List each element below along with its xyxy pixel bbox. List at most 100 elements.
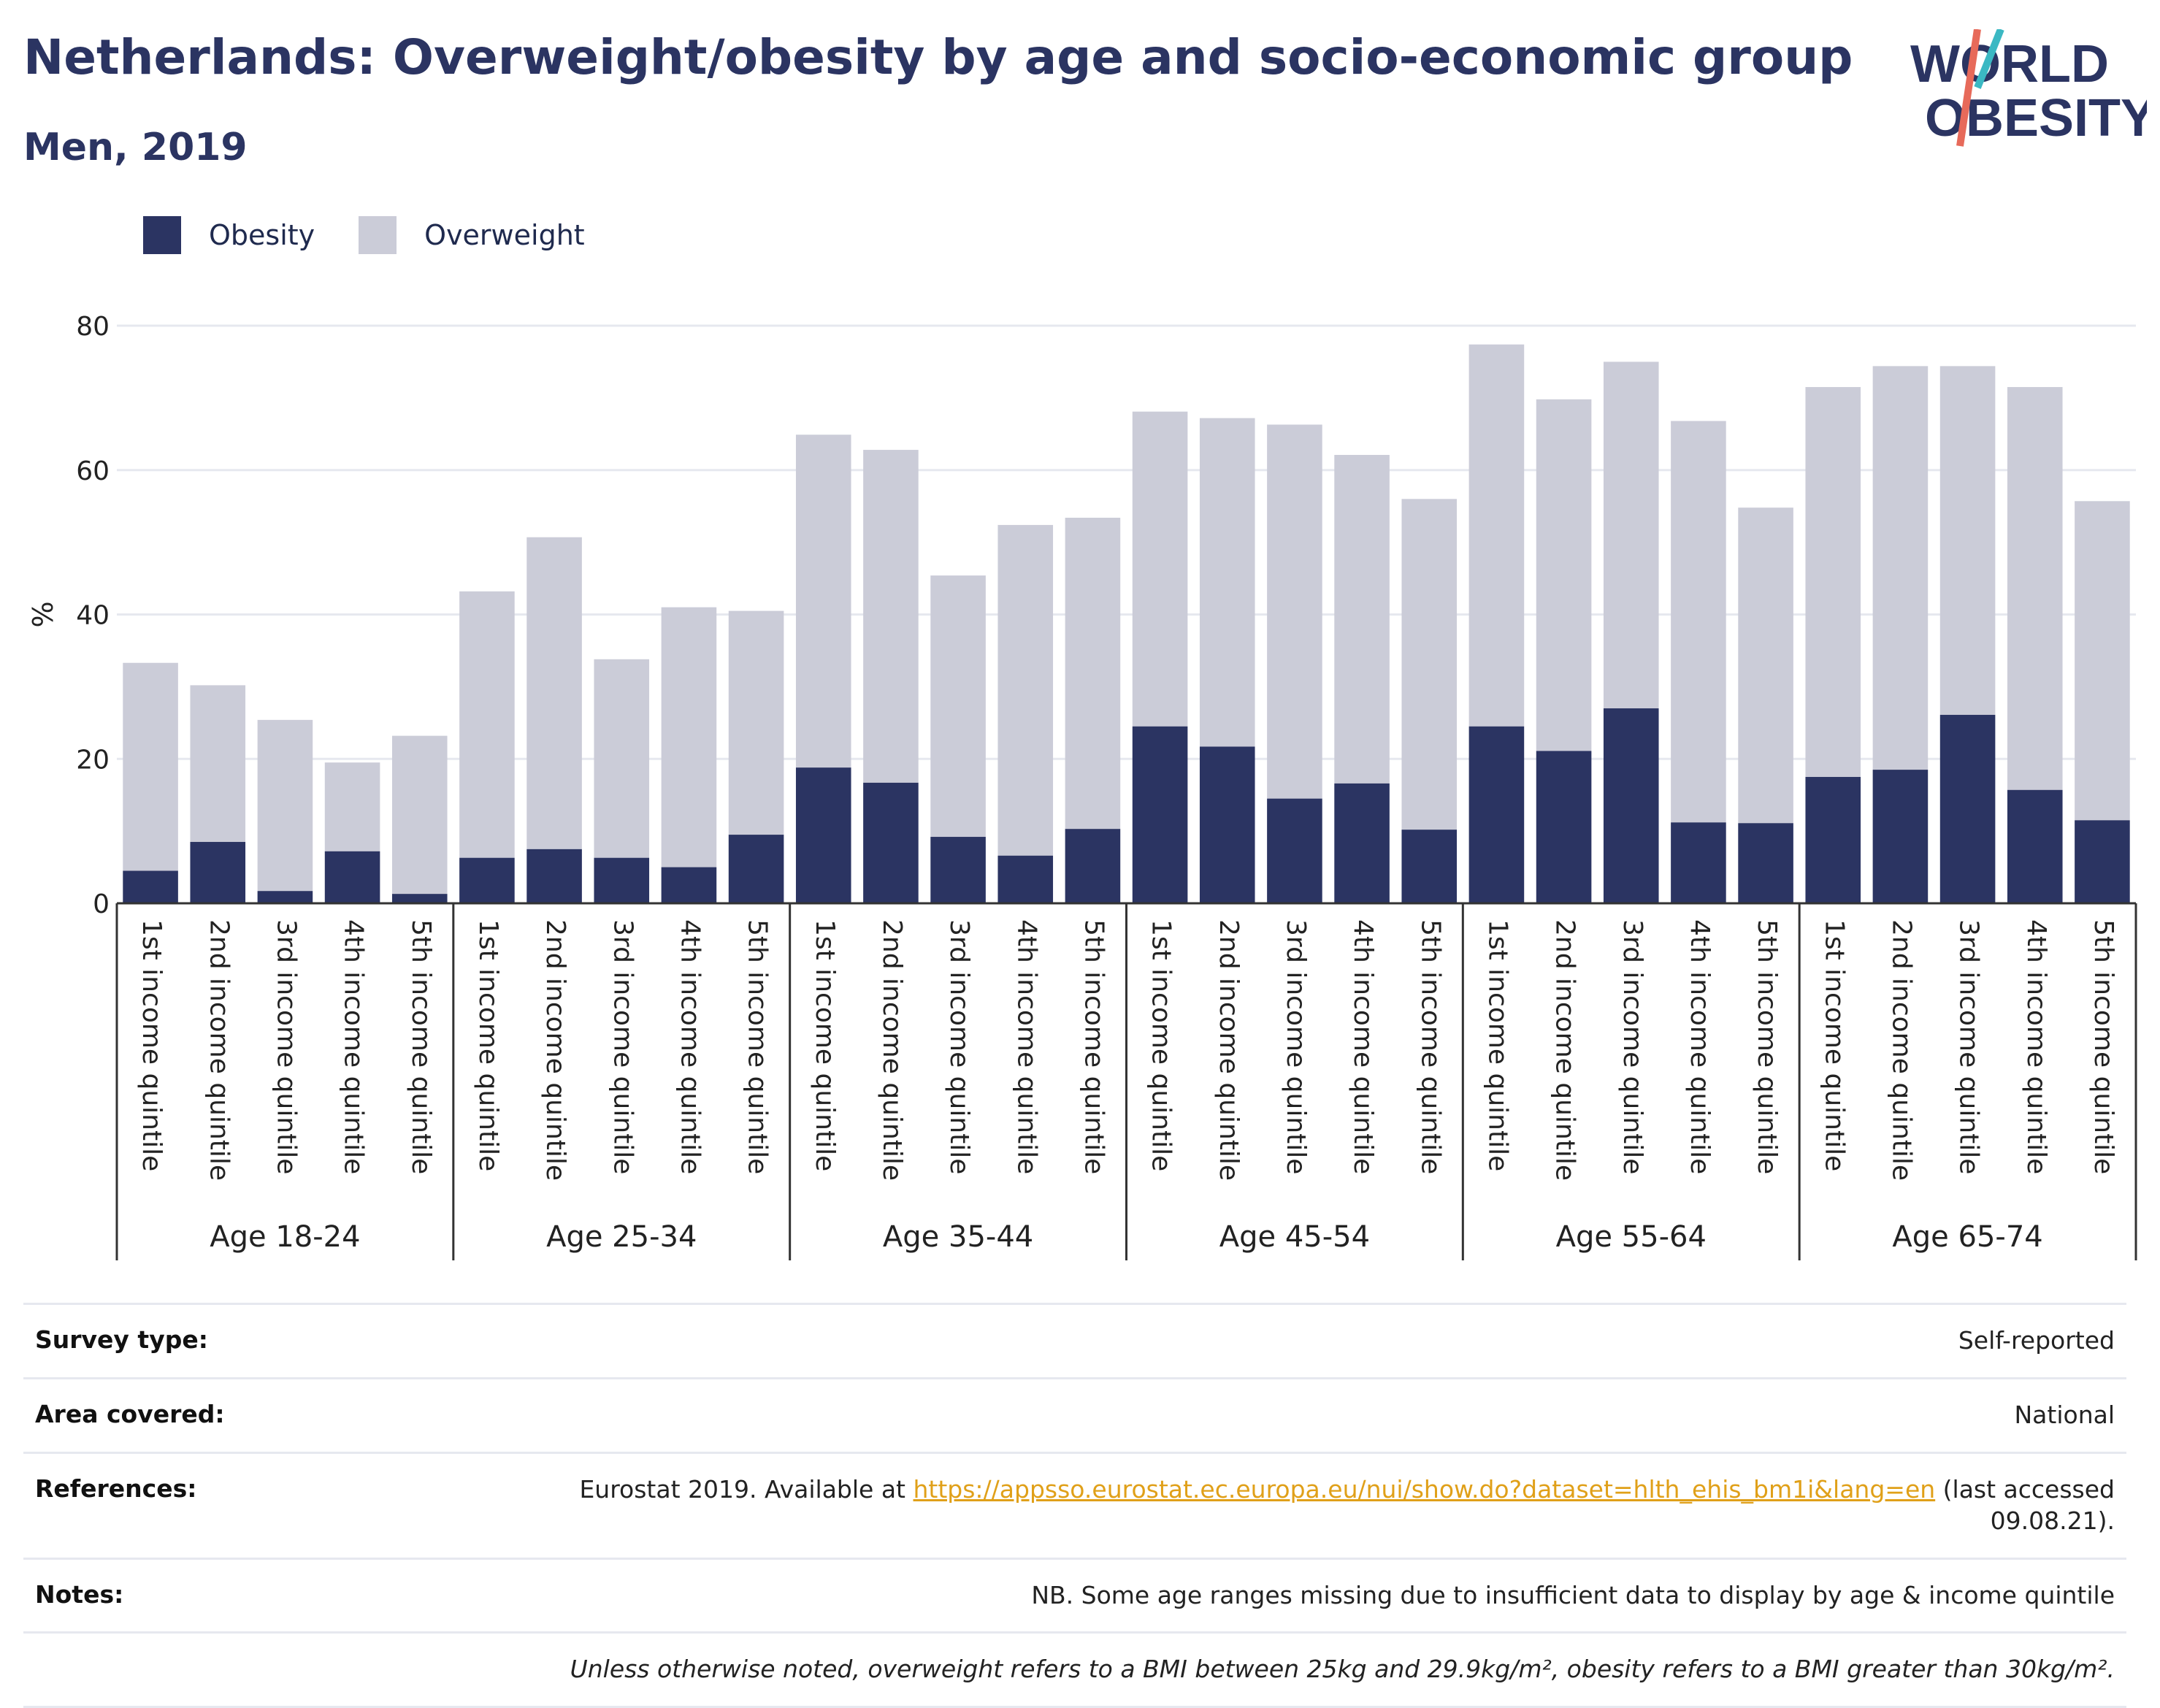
- x-tick-label: 5th income quintile: [1415, 919, 1445, 1174]
- bar-obesity: [324, 851, 380, 903]
- y-tick-label: 80: [76, 312, 110, 342]
- x-tick-label: 2nd income quintile: [1550, 919, 1580, 1181]
- world-obesity-logo: WORLD OBESITY: [1910, 29, 2147, 148]
- bar-obesity: [459, 857, 515, 903]
- x-tick-label: 4th income quintile: [1348, 919, 1378, 1174]
- stacked-bar-chart: 0 20 40 60 80% 1st income quintile 2nd income …: [27, 312, 2137, 1260]
- x-tick-label: 3rd income quintile: [944, 919, 974, 1174]
- y-tick-label: 40: [76, 601, 110, 631]
- info-row-notes: Notes: NB. Some age ranges missing due t…: [23, 1557, 2126, 1632]
- bar-overweight: [190, 685, 246, 842]
- bar-obesity: [190, 841, 246, 903]
- x-tick-label: 3rd income quintile: [1954, 919, 1984, 1174]
- x-tick-label: 1st income quintile: [1482, 919, 1512, 1171]
- area-value: National: [2014, 1400, 2115, 1429]
- bar-obesity: [2075, 820, 2130, 903]
- bar-obesity: [1536, 751, 1592, 903]
- x-tick-label: 4th income quintile: [1685, 919, 1715, 1174]
- bar-obesity: [1872, 770, 1929, 903]
- group-label: Age 25-34: [546, 1220, 697, 1254]
- bar-overweight: [997, 524, 1054, 856]
- x-tick-label: 2nd income quintile: [540, 919, 570, 1181]
- bar-obesity: [1334, 783, 1390, 903]
- bar-obesity: [728, 835, 784, 903]
- logo-slash-teal: [1974, 29, 2004, 89]
- group-label: Age 55-64: [1556, 1220, 1707, 1254]
- x-tick-label: 5th income quintile: [743, 919, 773, 1174]
- bar-overweight: [1132, 411, 1188, 727]
- x-tick-label: 4th income quintile: [339, 919, 369, 1174]
- x-tick-label: 4th income quintile: [675, 919, 705, 1174]
- legend-item-obesity[interactable]: Obesity: [143, 216, 315, 254]
- bar-overweight: [1468, 344, 1525, 727]
- logo-line1: WORLD: [1910, 35, 2109, 93]
- bar-overweight: [1065, 518, 1121, 830]
- x-tick-label: 1st income quintile: [473, 919, 503, 1171]
- bar-obesity: [1401, 830, 1458, 903]
- x-tick-label: 2nd income quintile: [877, 919, 907, 1181]
- bar-overweight: [1603, 361, 1659, 709]
- info-row-references: References: Eurostat 2019. Available at …: [23, 1451, 2126, 1558]
- notes-value: NB. Some age ranges missing due to insuf…: [1031, 1580, 2115, 1609]
- bar-obesity: [1132, 726, 1188, 903]
- bar-obesity: [1199, 746, 1255, 903]
- bar-overweight: [459, 591, 515, 858]
- bar-obesity: [123, 870, 178, 903]
- bar-overweight: [257, 719, 313, 892]
- bar-obesity: [1939, 714, 1996, 903]
- bar-overweight: [728, 610, 784, 835]
- bar-overweight: [1738, 508, 1793, 824]
- x-tick-label: 2nd income quintile: [204, 919, 234, 1181]
- bar-overweight: [1401, 499, 1458, 830]
- legend-swatch-obesity: [143, 216, 181, 254]
- bar-obesity: [526, 849, 582, 903]
- bar-obesity: [1603, 708, 1659, 903]
- x-tick-label: 1st income quintile: [1819, 919, 1849, 1171]
- bar-overweight: [1939, 366, 1996, 715]
- legend-label-obesity: Obesity: [209, 219, 315, 251]
- bar-obesity: [1671, 822, 1726, 903]
- info-row-survey: Survey type: Self-reported: [23, 1303, 2126, 1377]
- y-tick-label: 60: [76, 456, 110, 486]
- notes-label: Notes:: [35, 1579, 124, 1609]
- bar-obesity: [2007, 789, 2063, 903]
- bar-obesity: [997, 855, 1054, 903]
- bar-overweight: [391, 735, 448, 895]
- bar-overweight: [863, 450, 919, 783]
- bar-overweight: [324, 762, 380, 851]
- bar-overweight: [1536, 399, 1592, 751]
- bar-overweight: [930, 575, 986, 838]
- bar-overweight: [2075, 501, 2130, 821]
- x-tick-label: 1st income quintile: [810, 919, 840, 1171]
- references-link[interactable]: https://appsso.eurostat.ec.europa.eu/nui…: [913, 1474, 1936, 1504]
- bar-obesity: [863, 782, 919, 903]
- references-suffix: (last accessed: [1935, 1474, 2115, 1504]
- bar-obesity: [1267, 798, 1322, 903]
- group-label: Age 18-24: [210, 1220, 360, 1254]
- bar-obesity: [1468, 726, 1525, 903]
- legend-swatch-overweight: [359, 216, 397, 254]
- x-tick-label: 4th income quintile: [2021, 919, 2051, 1174]
- y-axis-label: %: [27, 601, 59, 627]
- chart-subtitle: Men, 2019: [23, 126, 248, 169]
- bar-overweight: [1334, 454, 1390, 784]
- references-value: Eurostat 2019. Available at https://apps…: [579, 1474, 2115, 1537]
- bar-overweight: [1872, 366, 1929, 770]
- bmi-footnote: Unless otherwise noted, overweight refer…: [570, 1655, 2115, 1684]
- group-label: Age 65-74: [1892, 1220, 2042, 1254]
- info-table: Survey type: Self-reported Area covered:…: [23, 1303, 2126, 1708]
- bar-overweight: [1671, 421, 1726, 823]
- y-tick-label: 20: [76, 745, 110, 775]
- legend-label-overweight: Overweight: [424, 219, 585, 251]
- x-tick-label: 4th income quintile: [1011, 919, 1041, 1174]
- bar-obesity: [391, 894, 448, 903]
- bar-overweight: [526, 537, 582, 849]
- legend-item-overweight[interactable]: Overweight: [359, 216, 585, 254]
- x-tick-label: 3rd income quintile: [1617, 919, 1647, 1174]
- chart-title: Netherlands: Overweight/obesity by age a…: [23, 29, 1853, 85]
- bar-overweight: [795, 434, 851, 768]
- x-tick-label: 5th income quintile: [406, 919, 436, 1174]
- bar-obesity: [1738, 823, 1793, 903]
- bar-obesity: [1805, 776, 1861, 903]
- logo-slash-coral: [1956, 29, 1981, 147]
